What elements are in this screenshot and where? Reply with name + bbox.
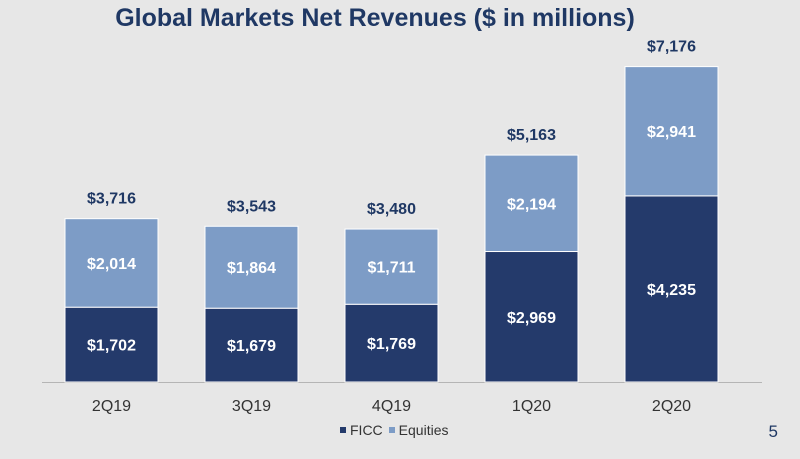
bar-label-ficc-4q19: $1,769 — [367, 336, 416, 353]
legend-item-equities: Equities — [388, 422, 449, 438]
chart-title: Global Markets Net Revenues ($ in millio… — [115, 4, 635, 32]
bar-label-equities-3q19: $1,864 — [227, 260, 276, 277]
bar-ficc-2q20 — [624, 195, 719, 383]
total-label-2q20: $7,176 — [647, 39, 696, 56]
bar-label-ficc-2q20: $4,235 — [647, 282, 696, 299]
total-label-3q19: $3,543 — [227, 198, 276, 215]
legend-item-ficc: FICC — [340, 422, 383, 438]
bar-label-equities-2q20: $2,941 — [647, 124, 696, 141]
bar-equities-4q19 — [344, 228, 439, 305]
legend-swatch-equities — [388, 427, 395, 433]
x-tick-label-2q19: 2Q19 — [92, 398, 131, 415]
bar-label-equities-4q19: $1,711 — [367, 260, 415, 277]
bar-ficc-1q20 — [484, 251, 579, 383]
bar-ficc-2q19 — [64, 306, 159, 383]
x-tick-label-2q20: 2Q20 — [652, 398, 691, 415]
bar-ficc-4q19 — [344, 303, 439, 383]
legend-swatch-ficc — [340, 427, 346, 433]
bar-label-equities-1q20: $2,194 — [507, 196, 556, 213]
legend-label-equities: Equities — [398, 422, 449, 438]
bar-equities-1q20 — [484, 154, 579, 253]
bar-equities-2q20 — [624, 66, 719, 197]
bar-equities-2q19 — [64, 218, 159, 308]
total-label-1q20: $5,163 — [507, 127, 556, 144]
total-label-2q19: $3,716 — [87, 191, 136, 208]
bar-ficc-3q19 — [204, 307, 299, 383]
page-number: 5 — [768, 422, 778, 441]
bar-label-ficc-3q19: $1,679 — [227, 338, 276, 355]
bar-label-equities-2q19: $2,014 — [87, 256, 136, 273]
x-tick-label-3q19: 3Q19 — [232, 398, 271, 415]
bar-equities-3q19 — [204, 225, 299, 309]
bar-label-ficc-1q20: $2,969 — [507, 310, 556, 327]
legend-label-ficc: FICC — [350, 422, 383, 438]
x-tick-label-1q20: 1Q20 — [512, 398, 551, 415]
chart-legend: FICC Equities — [340, 422, 454, 438]
bar-label-ficc-2q19: $1,702 — [87, 338, 136, 355]
x-tick-label-4q19: 4Q19 — [372, 398, 411, 415]
total-label-4q19: $3,480 — [367, 201, 416, 218]
